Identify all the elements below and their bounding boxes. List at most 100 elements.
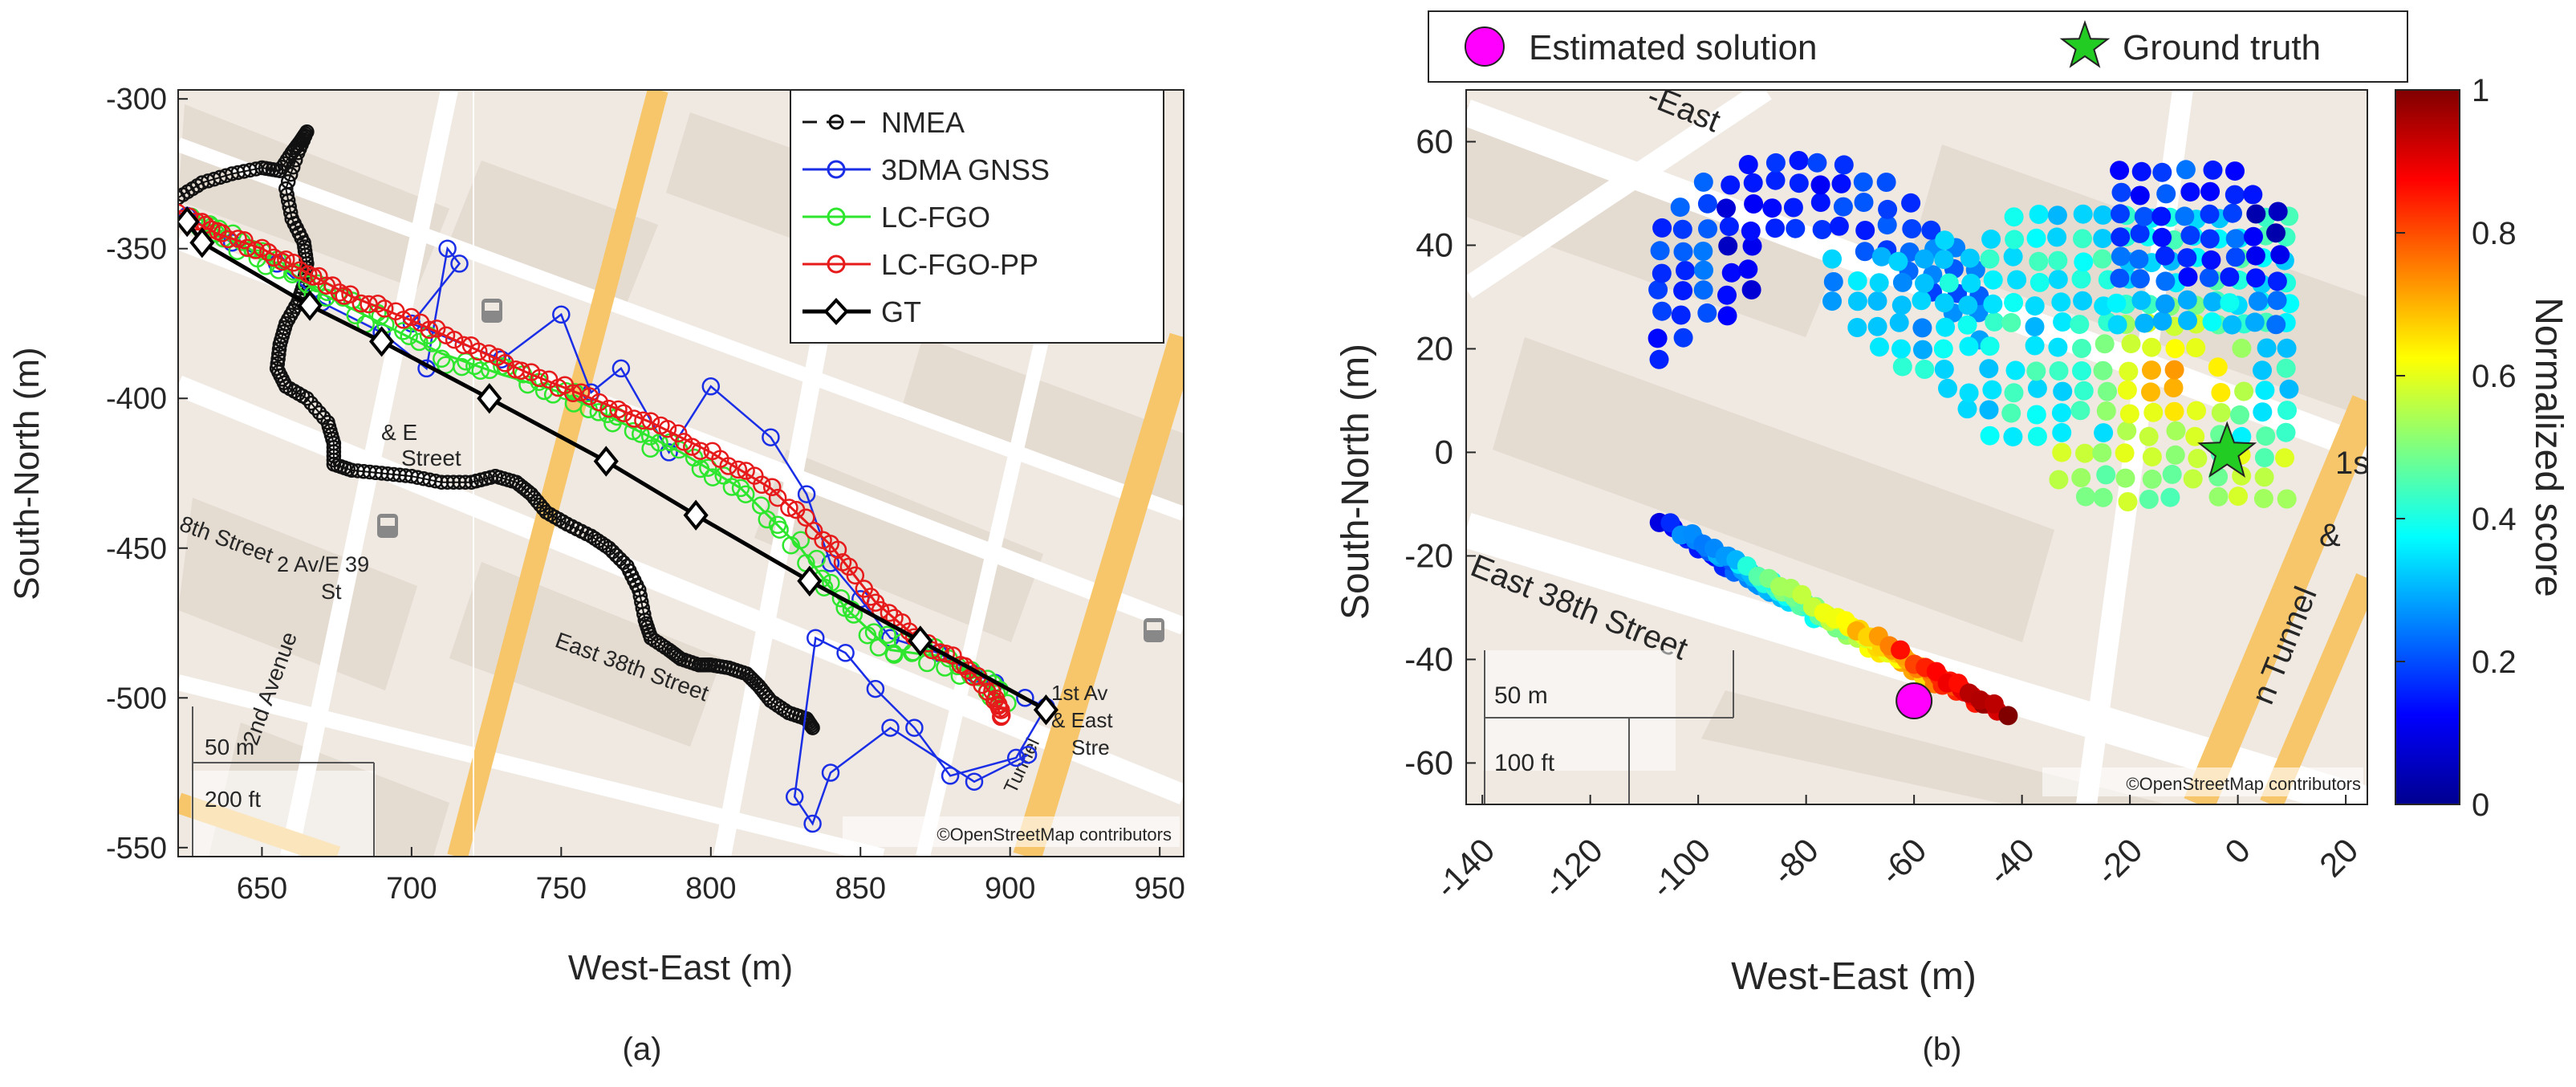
score-point	[2164, 360, 2184, 380]
lc-fgo-point	[918, 653, 937, 673]
legend-item-lcfgopp: LC-FGO-PP	[802, 248, 1038, 281]
score-point	[1697, 193, 1717, 214]
score-point	[1934, 250, 1954, 270]
score-point	[2178, 267, 2198, 287]
score-point	[1823, 272, 1843, 291]
nmea-point	[805, 720, 820, 735]
series-line-3dma	[186, 214, 1048, 826]
score-point	[1738, 259, 1758, 279]
gt-point	[1033, 694, 1059, 726]
score-point	[1979, 359, 1999, 379]
3dma-point	[1018, 745, 1038, 764]
lc-fgo-point	[878, 625, 896, 645]
lc-fgo-point	[534, 381, 554, 401]
score-point	[2052, 422, 2072, 442]
lc-fgo-pp-point	[375, 299, 394, 318]
lc-fgo-pp-point	[719, 457, 737, 475]
score-point	[1717, 198, 1736, 218]
y-tick-label: -300	[106, 83, 167, 116]
lc-fgo-pp-point	[259, 242, 278, 262]
score-point	[2243, 185, 2263, 205]
score-point	[1915, 360, 1935, 379]
lc-fgo-pp-point	[768, 488, 787, 507]
nmea-point	[271, 346, 286, 362]
score-point	[2070, 401, 2090, 421]
score-point	[1786, 218, 1806, 238]
x-tick-label: -100	[1644, 831, 1718, 906]
x-tick-label: -60	[1872, 831, 1933, 892]
score-point	[1870, 337, 1889, 357]
y-tick-label: 20	[1416, 329, 1453, 367]
lc-fgo-point	[722, 478, 742, 496]
score-point	[1721, 263, 1741, 283]
colorbar-tick-label: 0.6	[2472, 359, 2517, 394]
lc-fgo-pp-point	[683, 438, 701, 456]
score-point	[2203, 292, 2223, 311]
lc-fgo-pp-point	[641, 412, 660, 430]
score-point	[2071, 468, 2091, 487]
score-point	[1833, 197, 1853, 217]
score-point	[2266, 223, 2285, 243]
score-point	[2268, 202, 2288, 222]
score-point	[2053, 312, 2073, 332]
score-point	[1892, 356, 1912, 377]
legend-item-3dma: 3DMA GNSS	[802, 153, 1050, 186]
score-point	[2025, 296, 2045, 316]
lc-fgo-point	[650, 434, 668, 452]
x-tick-label: 800	[685, 872, 736, 906]
lc-fgo-pp-point	[691, 442, 710, 460]
gt-point	[908, 625, 933, 657]
3dma-point	[821, 763, 840, 782]
score-point	[2115, 468, 2135, 488]
legend-label-nmea: NMEA	[881, 106, 965, 139]
score-point	[2093, 229, 2113, 249]
lc-fgo-pp-point	[828, 540, 847, 560]
map-label: &	[2319, 518, 2341, 553]
lc-fgo-point	[869, 638, 888, 657]
colorbar-ticks: 0 0.2 0.4 0.6 0.8 1	[2395, 73, 2517, 823]
3dma-point	[701, 377, 721, 396]
lc-fgo-pp-point	[797, 508, 815, 527]
score-point	[1792, 584, 1812, 605]
map-label: Stre	[1071, 735, 1110, 759]
score-point	[2119, 361, 2139, 381]
score-point	[2119, 404, 2139, 424]
y-tick-label: 0	[1435, 433, 1453, 470]
score-point	[1980, 249, 2000, 269]
score-point	[2111, 246, 2131, 267]
scale-label-imperial-b: 100 ft	[1494, 750, 1555, 776]
score-point	[2232, 338, 2252, 358]
nmea-point	[303, 395, 319, 411]
score-point	[2185, 426, 2205, 446]
legend-label-ground-truth: Ground truth	[2123, 28, 2321, 67]
score-point	[2200, 229, 2220, 249]
score-point	[2253, 489, 2273, 508]
score-point	[2200, 181, 2220, 202]
score-point	[2199, 267, 2219, 287]
colorbar-gradient	[2395, 89, 2460, 805]
score-point	[1891, 295, 1912, 316]
lc-fgo-pp-point	[277, 250, 295, 269]
lc-fgo-pp-point	[273, 252, 291, 271]
y-tick-label: -350	[106, 233, 167, 267]
lc-fgo-point	[453, 357, 471, 377]
score-point	[2245, 312, 2265, 332]
score-point	[1935, 230, 1955, 250]
lc-fgo-pp-point	[496, 354, 514, 373]
axes-frame-a	[177, 89, 1184, 857]
score-point	[2129, 249, 2149, 269]
nmea-point	[282, 166, 299, 182]
score-point	[2117, 421, 2137, 441]
score-point	[2001, 403, 2021, 423]
lc-fgo-pp-point	[235, 230, 254, 250]
score-point	[2254, 467, 2274, 487]
score-point	[2202, 311, 2222, 332]
score-point	[2092, 249, 2112, 269]
lc-fgo-point	[699, 458, 717, 477]
score-point	[1933, 339, 1953, 359]
3dma-point	[797, 485, 816, 503]
score-point	[1834, 155, 1854, 175]
lc-fgo-pp-point	[330, 283, 349, 302]
panel-label-a: (a)	[623, 1032, 662, 1067]
